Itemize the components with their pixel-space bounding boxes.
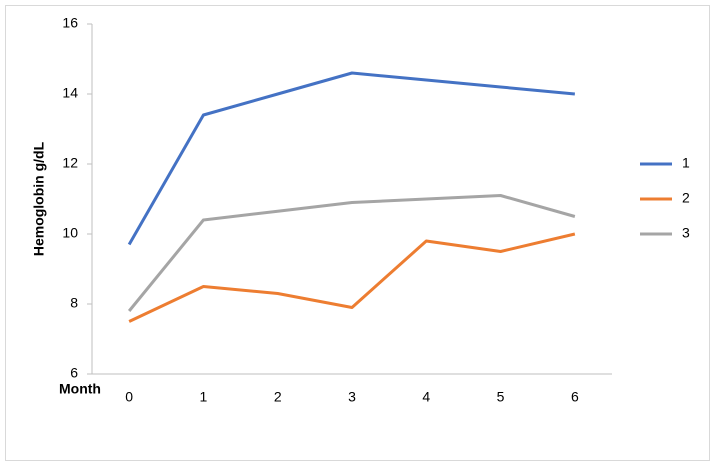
x-tick-label: 6 xyxy=(571,389,579,405)
y-tick-label: 10 xyxy=(62,225,78,241)
chart-border xyxy=(5,5,710,461)
legend-label: 1 xyxy=(682,155,690,171)
y-tick-label: 16 xyxy=(62,15,78,31)
x-tick-label: 5 xyxy=(497,389,505,405)
y-tick-label: 14 xyxy=(62,85,78,101)
x-tick-label: 2 xyxy=(274,389,282,405)
x-tick-label: 3 xyxy=(348,389,356,405)
x-tick-label: 4 xyxy=(422,389,430,405)
series-line xyxy=(127,194,576,312)
x-axis-title: Month xyxy=(59,381,101,397)
series-line xyxy=(128,232,576,323)
series-line xyxy=(127,71,575,246)
x-tick-label: 0 xyxy=(125,389,133,405)
y-tick-label: 6 xyxy=(70,365,78,381)
x-tick-label: 1 xyxy=(200,389,208,405)
y-tick-label: 8 xyxy=(70,295,78,311)
y-tick-label: 12 xyxy=(62,155,78,171)
legend-label: 2 xyxy=(682,190,690,206)
y-axis-title: Hemoglobin g/dL xyxy=(31,141,47,256)
legend-label: 3 xyxy=(682,225,690,241)
